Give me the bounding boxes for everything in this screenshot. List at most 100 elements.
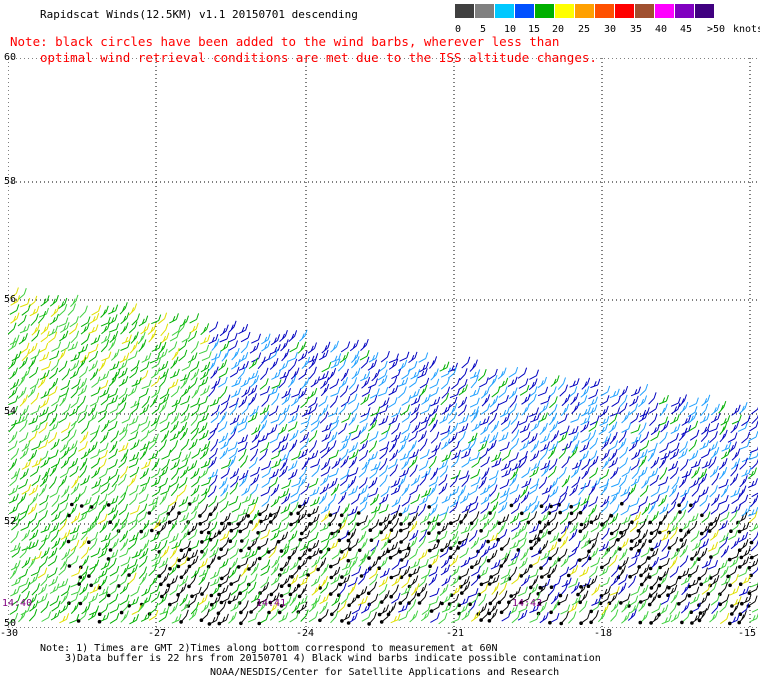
wind-barb	[48, 547, 58, 559]
wind-barb	[61, 485, 70, 498]
wind-barb	[697, 468, 707, 481]
wind-barb	[169, 331, 180, 342]
wind-barb	[569, 446, 578, 459]
wind-barb	[108, 412, 119, 424]
wind-barb	[330, 419, 339, 432]
wind-barb	[648, 467, 659, 479]
wind-barb	[290, 486, 300, 498]
wind-barb	[458, 423, 469, 434]
wind-barb	[580, 385, 590, 398]
wind-barb	[47, 432, 58, 444]
wind-barb	[341, 560, 352, 571]
wind-barb	[140, 323, 150, 335]
wind-barb	[79, 536, 88, 549]
wind-barb	[109, 440, 118, 454]
wind-barb	[710, 503, 720, 515]
wind-barb	[508, 366, 519, 378]
wind-barb	[28, 609, 38, 622]
wind-barb	[380, 350, 390, 363]
wind-barb	[477, 369, 487, 381]
wind-barb	[507, 556, 518, 567]
wind-barb	[218, 376, 228, 388]
wind-barb	[61, 430, 71, 442]
wind-barb	[180, 529, 189, 542]
wind-barb	[79, 431, 89, 444]
wind-barb	[119, 547, 130, 558]
wind-barb	[211, 338, 220, 352]
wind-barb	[137, 331, 146, 345]
wind-barb	[430, 396, 441, 407]
wind-barb	[600, 495, 610, 508]
wind-barb	[217, 613, 229, 626]
wind-barb	[261, 495, 271, 507]
legend-unit-label: knots	[733, 24, 760, 35]
wind-barb	[8, 485, 19, 496]
wind-barb	[638, 395, 648, 408]
wind-barb	[308, 430, 318, 443]
wind-barb	[547, 446, 557, 459]
wind-barb	[149, 353, 160, 364]
wind-barb	[48, 476, 57, 489]
wind-barb	[470, 468, 481, 480]
wind-barb	[401, 368, 411, 380]
wind-barb	[119, 466, 129, 479]
wind-barb	[28, 484, 39, 496]
wind-barb	[221, 349, 230, 362]
wind-barb	[117, 473, 127, 486]
wind-barb	[219, 537, 230, 552]
wind-barb	[648, 511, 659, 525]
wind-barb	[329, 566, 341, 580]
wind-barb	[701, 583, 711, 595]
wind-barb	[710, 594, 720, 606]
wind-barb	[199, 467, 209, 479]
wind-barb	[176, 556, 188, 569]
wind-barb	[97, 603, 109, 616]
wind-barb	[97, 547, 108, 559]
wind-barb	[299, 522, 311, 536]
wind-barb	[29, 493, 39, 506]
wind-barb	[138, 339, 147, 352]
wind-barb	[89, 495, 100, 509]
wind-barb	[618, 402, 628, 415]
wind-barb	[289, 405, 300, 416]
wind-barb	[158, 375, 167, 388]
wind-barb	[589, 456, 599, 468]
wind-barb	[40, 323, 50, 335]
wind-barb	[87, 563, 97, 578]
legend-swatch	[495, 4, 514, 18]
wind-barb	[70, 512, 81, 524]
wind-barb	[687, 411, 697, 424]
wind-barb	[28, 449, 38, 462]
wind-barb	[377, 547, 389, 560]
wind-barb	[91, 305, 102, 316]
wind-barb	[70, 294, 79, 307]
wind-barb	[709, 529, 720, 541]
wind-barb	[169, 368, 180, 379]
wind-barb	[548, 404, 558, 417]
wind-barb	[128, 514, 139, 525]
wind-barb	[298, 350, 308, 362]
wind-barb	[360, 603, 371, 614]
wind-barb	[77, 572, 88, 586]
wind-barb	[139, 548, 149, 560]
wind-barb	[128, 458, 139, 468]
wind-barb	[319, 540, 330, 554]
wind-barb	[428, 387, 439, 398]
wind-barb	[21, 556, 31, 569]
wind-barb	[29, 465, 40, 477]
wind-barb	[719, 422, 728, 436]
wind-barb	[610, 545, 620, 559]
wind-barb	[601, 546, 611, 559]
wind-barb	[199, 405, 209, 416]
wind-barb	[398, 591, 409, 605]
wind-barb	[679, 441, 688, 453]
wind-barb	[40, 456, 50, 468]
wind-barb	[558, 446, 567, 459]
wind-barb	[17, 492, 27, 505]
wind-barb	[369, 413, 379, 426]
wind-barb	[560, 512, 570, 525]
wind-barb	[181, 451, 192, 462]
legend-label-10: 10	[504, 24, 517, 35]
wind-barb	[699, 439, 710, 450]
wind-barb	[741, 415, 751, 427]
